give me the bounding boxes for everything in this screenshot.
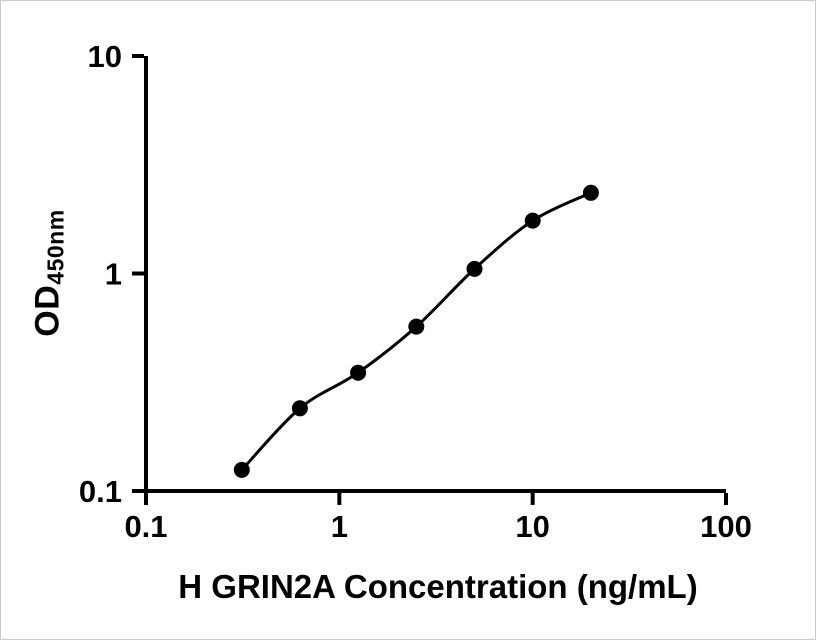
data-point <box>524 212 541 229</box>
y-axis-label-main: OD <box>28 284 67 337</box>
data-point <box>291 400 308 417</box>
data-point <box>466 260 483 277</box>
y-axis-label-subscript: 450nm <box>42 209 69 285</box>
x-tick-label: 1 <box>331 509 348 544</box>
y-tick-label: 1 <box>105 257 122 292</box>
data-point <box>233 461 250 478</box>
x-tick-label: 10 <box>515 509 549 544</box>
data-point <box>582 184 599 201</box>
x-tick-label: 100 <box>700 509 752 544</box>
y-axis-label: OD450nm <box>28 209 69 337</box>
x-axis-label: H GRIN2A Concentration (ng/mL) <box>178 568 698 605</box>
x-tick-label: 0.1 <box>124 509 167 544</box>
data-point <box>408 318 425 335</box>
data-point <box>350 364 367 381</box>
y-tick-label: 0.1 <box>79 474 122 509</box>
y-tick-label: 10 <box>88 39 122 74</box>
